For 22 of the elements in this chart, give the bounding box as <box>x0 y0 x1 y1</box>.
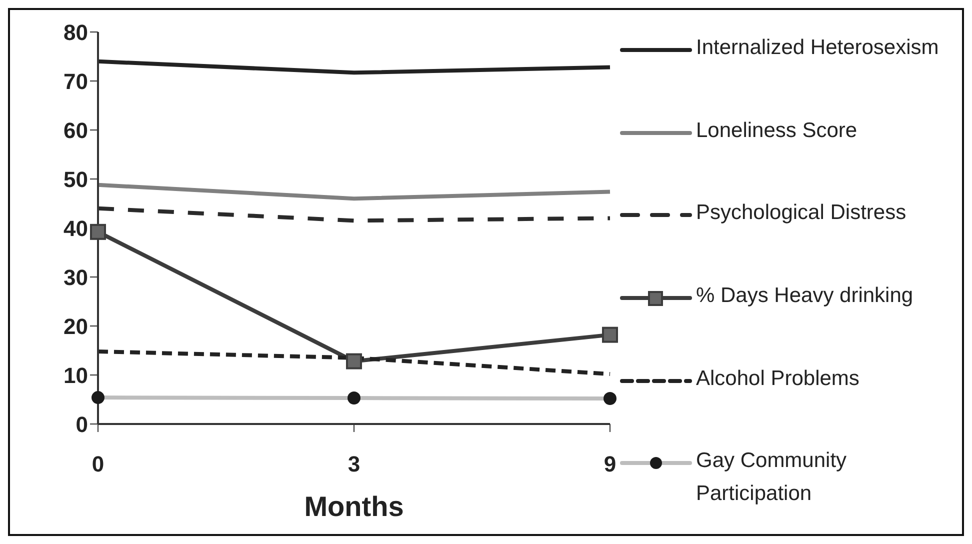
point <box>90 224 106 240</box>
x-tick-label: 3 <box>348 452 360 477</box>
legend-label: Internalized Heterosexism <box>696 35 940 61</box>
legend-label: Alcohol Problems <box>696 366 860 392</box>
y-tick-label: 20 <box>64 314 88 339</box>
y-tick-label: 10 <box>64 362 88 388</box>
point <box>346 353 362 370</box>
y-tick-label: 0 <box>76 412 88 437</box>
x-axis-title: Months <box>304 491 404 522</box>
legend-label: Loneliness Score <box>696 118 858 144</box>
legend-label: % Days Heavy drinking <box>696 283 914 310</box>
y-tick-label: 30 <box>64 264 88 290</box>
y-tick-label: 80 <box>64 20 88 45</box>
legend-label: Gay Community Participation <box>696 448 848 508</box>
y-tick-label: 70 <box>64 68 88 94</box>
x-tick-label: 9 <box>604 452 616 477</box>
y-tick-label: 50 <box>64 166 88 192</box>
y-tick-label: 60 <box>64 118 88 143</box>
legend-label: Psychological Distress <box>696 200 908 226</box>
point <box>602 326 618 343</box>
x-tick-label: 0 <box>92 452 104 477</box>
y-tick-label: 40 <box>64 216 88 241</box>
